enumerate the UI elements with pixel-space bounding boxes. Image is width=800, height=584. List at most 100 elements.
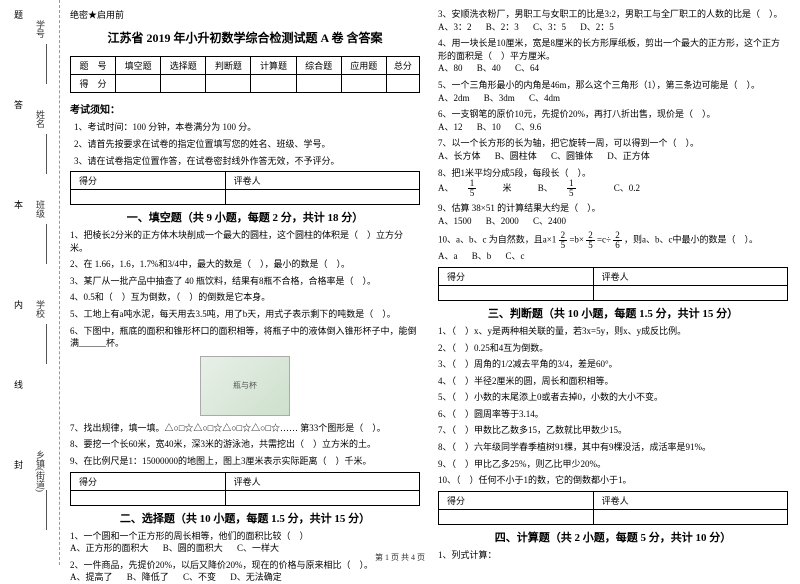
score-h0: 题 号 bbox=[71, 57, 116, 75]
q2-6: 6、一支钢笔的原价10元，先提价20%，再打八折出售，现价是（ ）。 A、12 … bbox=[438, 108, 788, 133]
q2-10-f1: 25 bbox=[559, 231, 568, 250]
page-content: 绝密★启用前 江苏省 2019 年小升初数学综合检测试题 A 卷 含答案 题 号… bbox=[70, 8, 790, 584]
q2-4-a: A、80 bbox=[438, 63, 463, 73]
q2-8-b-l: B、 bbox=[538, 183, 553, 193]
scorer4-l1: 评卷人 bbox=[593, 491, 787, 509]
scorer2-b0 bbox=[71, 490, 226, 505]
bind-char-1: 答 bbox=[12, 100, 25, 109]
exam-title: 江苏省 2019 年小升初数学综合检测试题 A 卷 含答案 bbox=[70, 29, 420, 46]
q2-10-f3: 26 bbox=[613, 231, 622, 250]
score-h3: 判断题 bbox=[206, 57, 251, 75]
q2-9-opts: A、1500 B、2000 C、2400 bbox=[438, 216, 578, 226]
bind-label-2: 班级 bbox=[34, 200, 47, 218]
q2-3-b: B、2：3 bbox=[486, 22, 519, 32]
q2-6-c: C、9.6 bbox=[515, 122, 541, 132]
q2-8-a-s: 米 bbox=[503, 183, 512, 193]
scorer2-l0: 得分 bbox=[71, 472, 226, 490]
score-value-row: 得 分 bbox=[71, 75, 420, 93]
q2-10-opts: A、a B、b C、c bbox=[438, 251, 537, 261]
q3-4: 4、（ ）半径2厘米的圆，周长和面积相等。 bbox=[438, 375, 788, 388]
scorer-l1: 评卷人 bbox=[225, 172, 419, 190]
q1-7: 7、找出规律，填一填。△○□☆△○□☆△○□☆△○□☆…… 第33个图形是（ ）… bbox=[70, 422, 420, 435]
bottle-cup-figure: 瓶与杯 bbox=[200, 356, 290, 416]
binding-margin: 学号 姓名 班级 学校 乡镇(街道) 题 答 本 内 线 封 bbox=[0, 0, 60, 565]
bind-line-2 bbox=[46, 224, 47, 264]
q2-5-opts: A、2dm B、3dm C、4dm bbox=[438, 93, 572, 103]
q2-10-f1d: 5 bbox=[559, 241, 568, 250]
bind-label-1: 姓名 bbox=[34, 110, 47, 128]
q2-9-a: A、1500 bbox=[438, 216, 472, 226]
section2-title: 二、选择题（共 10 小题，每题 1.5 分，共计 15 分） bbox=[70, 510, 420, 526]
q3-10: 10、（ ）任何不小于1的数，它的倒数都小于1。 bbox=[438, 474, 788, 487]
q2-4: 4、用一块长是10厘米，宽是8厘米的长方形厚纸板，剪出一个最大的正方形，这个正方… bbox=[438, 37, 788, 75]
q2-9-c: C、2400 bbox=[533, 216, 566, 226]
scorer2-l1: 评卷人 bbox=[225, 472, 419, 490]
q2-8-c: C、0.2 bbox=[614, 183, 640, 193]
bind-char-0: 题 bbox=[12, 10, 25, 19]
q2-6-a: A、12 bbox=[438, 122, 463, 132]
scorer3-b0 bbox=[439, 285, 594, 300]
q1-2: 2、在 1.66，1.6，1.7%和3/4中，最大的数是（ ），最小的数是（ ）… bbox=[70, 258, 420, 271]
bind-line-3 bbox=[46, 324, 47, 364]
scorer-l0: 得分 bbox=[71, 172, 226, 190]
bind-char-2: 本 bbox=[12, 200, 25, 209]
q2-2-d: D、无法确定 bbox=[230, 572, 282, 582]
q2-10-pre: 10、a、b、c 为自然数，且a×1 bbox=[438, 235, 556, 245]
q2-5-c: C、4dm bbox=[529, 93, 560, 103]
q3-1: 1、（ ）x、y是两种相关联的量，若3x=5y，则x、y成反比例。 bbox=[438, 325, 788, 338]
q2-8-a-l: A、 bbox=[438, 183, 454, 193]
q2-8-a-den: 5 bbox=[468, 189, 477, 198]
score-header-row: 题 号 填空题 选择题 判断题 计算题 综合题 应用题 总分 bbox=[71, 57, 420, 75]
score-row-label: 得 分 bbox=[71, 75, 116, 93]
q2-7: 7、以一个长方形的长为轴，把它旋转一周，可以得到一个（ ）。 A、长方体 B、圆… bbox=[438, 137, 788, 162]
q2-10-c: C、c bbox=[506, 251, 525, 261]
q2-8-a: A、 15 米 bbox=[438, 183, 526, 193]
q2-7-t: 7、以一个长方形的长为轴，把它旋转一周，可以得到一个（ ）。 bbox=[438, 138, 699, 148]
q1-1: 1、把棱长2分米的正方体木块削成一个最大的圆柱，这个圆柱的体积是（ ）立方分米。 bbox=[70, 229, 420, 254]
q2-8: 8、把1米平均分成5段，每段长（ ）。 A、 15 米 B、 15 C、0.2 bbox=[438, 167, 788, 199]
q2-5-a: A、2dm bbox=[438, 93, 470, 103]
score-h2: 选择题 bbox=[161, 57, 206, 75]
bind-label-3: 学校 bbox=[34, 300, 47, 318]
scorer-box-2: 得分评卷人 bbox=[70, 472, 420, 506]
q2-8-a-frac: 15 bbox=[468, 179, 489, 198]
score-h1: 填空题 bbox=[116, 57, 161, 75]
bind-char-4: 线 bbox=[12, 380, 25, 389]
q2-3-d: D、2：5 bbox=[580, 22, 614, 32]
q2-10-m2: =c÷ bbox=[597, 235, 611, 245]
q2-8-b-frac: 15 bbox=[567, 179, 588, 198]
q1-3: 3、某厂从一批产品中抽查了 40 瓶饮料，结果有8瓶不合格，合格率是（ ）。 bbox=[70, 275, 420, 288]
q2-10-f2: 25 bbox=[586, 231, 595, 250]
scorer-b1 bbox=[225, 190, 419, 205]
q1-5: 5、工地上有a吨水泥，每天用去3.5吨，用了b天，用式子表示剩下的吨数是（ ）。 bbox=[70, 308, 420, 321]
score-h5: 综合题 bbox=[296, 57, 341, 75]
score-c6 bbox=[341, 75, 386, 93]
score-c7 bbox=[386, 75, 419, 93]
q2-8-opts: A、 15 米 B、 15 C、0.2 bbox=[438, 183, 652, 193]
q3-9: 9、（ ）甲比乙多25%，则乙比甲少20%。 bbox=[438, 458, 788, 471]
scorer2-b1 bbox=[225, 490, 419, 505]
q3-7: 7、（ ）甲数比乙数多15，乙数就比甲数少15。 bbox=[438, 424, 788, 437]
q2-8-b: B、 15 bbox=[538, 183, 602, 193]
q2-7-opts: A、长方体 B、圆柱体 C、圆锥体 D、正方体 bbox=[438, 151, 662, 161]
bind-line-4 bbox=[46, 490, 47, 530]
q2-10: 10、a、b、c 为自然数，且a×1 25 =b× 25 =c÷ 26 ，则a、… bbox=[438, 231, 788, 263]
scorer4-b0 bbox=[439, 509, 594, 524]
secret-line: 绝密★启用前 bbox=[70, 8, 420, 21]
scorer3-b1 bbox=[593, 285, 787, 300]
q2-1: 1、一个圆和一个正方形的周长相等，他们的面积比较（ ） A、正方形的面积大 B、… bbox=[70, 530, 420, 555]
q2-10-suf: ，则a、b、c中最小的数是（ ）。 bbox=[624, 235, 758, 245]
q1-9: 9、在比例尺是1：15000000的地图上，图上3厘米表示实际距离（ ）千米。 bbox=[70, 455, 420, 468]
notice-3: 3、请在试卷指定位置作答，在试卷密封线外作答无效，不予评分。 bbox=[74, 154, 420, 167]
q3-3: 3、（ ）周角的1/2减去平角的3/4，差是60°。 bbox=[438, 358, 788, 371]
scorer4-b1 bbox=[593, 509, 787, 524]
q2-7-b: B、圆柱体 bbox=[495, 151, 537, 161]
q2-2-a: A、提高了 bbox=[70, 572, 113, 582]
score-h4: 计算题 bbox=[251, 57, 296, 75]
q2-7-c: C、圆锥体 bbox=[551, 151, 593, 161]
scorer3-l0: 得分 bbox=[439, 267, 594, 285]
q2-3: 3、安顺洗衣粉厂，男职工与女职工的比是3:2，男职工与全厂职工的人数的比是（ ）… bbox=[438, 8, 788, 33]
q2-10-b: B、b bbox=[472, 251, 492, 261]
q2-3-a: A、3：2 bbox=[438, 22, 472, 32]
q2-7-a: A、长方体 bbox=[438, 151, 481, 161]
